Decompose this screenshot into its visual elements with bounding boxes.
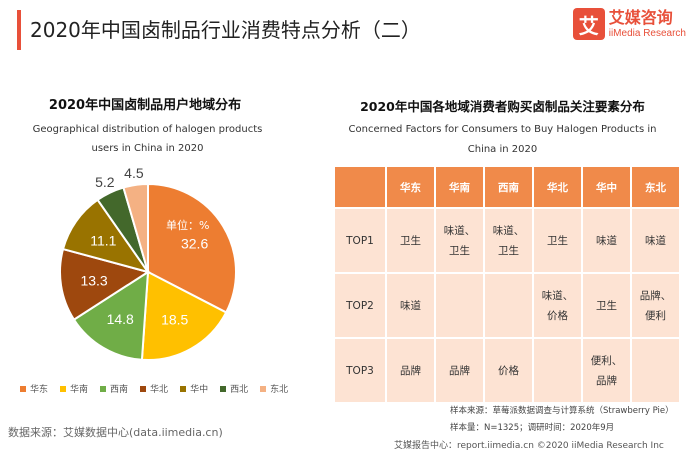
table-column-header: 西南	[485, 167, 532, 207]
legend-item-1: 华南	[60, 382, 88, 395]
pie-chart: 32.6 18.5 14.8 13.3 11.1 5.2 4.5 单位：%	[59, 165, 237, 361]
pie-data-label-4: 11.1	[90, 233, 116, 249]
legend-item-5: 西北	[220, 382, 248, 395]
table-row-label: TOP3	[335, 339, 385, 402]
legend-label: 华中	[190, 385, 209, 395]
table-row: TOP3 品牌 品牌 价格 便利、 品牌	[335, 339, 679, 402]
table-cell: 品牌	[436, 339, 483, 402]
table-cell: 卫生	[583, 274, 630, 337]
legend-label: 华北	[150, 385, 169, 395]
table-cell: 品牌、 便利	[632, 274, 679, 337]
legend-label: 华东	[30, 385, 49, 395]
pie-unit-label: 单位：%	[166, 218, 209, 232]
pie-data-label-3: 13.3	[80, 272, 107, 288]
legend-item-4: 华中	[180, 382, 208, 395]
table-cell	[632, 339, 679, 402]
factors-table: 华东 华南 西南 华北 华中 东北 TOP1 卫生 味道、 卫生 味道、 卫生 卫生 味道 味道 TOP2 味…	[333, 165, 681, 404]
page-title: 2020年中国卤制品行业消费特点分析（二）	[30, 18, 421, 42]
legend-swatch	[180, 385, 187, 392]
title-accent-bar	[17, 10, 21, 50]
pie-data-label-0: 32.6	[181, 236, 208, 252]
table-cell	[534, 339, 581, 402]
legend-item-3: 华北	[140, 382, 168, 395]
table-cell: 味道	[583, 209, 630, 272]
table-cell: 卫生	[387, 209, 434, 272]
pie-slice-1	[140, 270, 228, 361]
data-source-note: 数据来源：艾媒数据中心(data.iimedia.cn)	[8, 426, 223, 439]
table-cell: 味道、 卫生	[436, 209, 483, 272]
table-column-header: 华北	[534, 167, 581, 207]
table-cell: 味道	[632, 209, 679, 272]
table-column-header: 华中	[583, 167, 630, 207]
legend-label: 西南	[110, 385, 129, 395]
sample-source: 样本来源：草莓派数据调查与计算系统（Strawberry Pie）	[450, 406, 674, 416]
pie-data-label-5: 5.2	[95, 174, 115, 190]
table-header-row: 华东 华南 西南 华北 华中 东北	[335, 167, 679, 207]
table-subtitle-line1: Concerned Factors for Consumers to Buy H…	[348, 124, 657, 135]
legend-swatch	[260, 385, 267, 392]
table-row: TOP1 卫生 味道、 卫生 味道、 卫生 卫生 味道 味道	[335, 209, 679, 272]
legend-item-2: 西南	[100, 382, 128, 395]
pie-slice-0	[147, 182, 237, 314]
legend-swatch	[140, 385, 147, 392]
table-cell	[485, 274, 532, 337]
legend-swatch	[220, 385, 227, 392]
table-subtitle: Concerned Factors for Consumers to Buy H…	[315, 120, 690, 160]
table-cell: 味道、 卫生	[485, 209, 532, 272]
brand-name-cn: 艾媒咨询	[608, 7, 673, 27]
table-row: TOP2 味道 味道、 价格 卫生 品牌、 便利	[335, 274, 679, 337]
legend-item-6: 东北	[260, 382, 288, 395]
table-column-header: 东北	[632, 167, 679, 207]
legend-swatch	[60, 385, 67, 392]
table-column-header: 华东	[387, 167, 434, 207]
table-cell: 卫生	[534, 209, 581, 272]
table-cell: 品牌	[387, 339, 434, 402]
table-cell: 价格	[485, 339, 532, 402]
table-cell: 味道、 价格	[534, 274, 581, 337]
pie-data-label-6: 4.5	[124, 165, 144, 181]
footer-credit: 艾媒报告中心：report.iimedia.cn ©2020 iiMedia R…	[394, 441, 664, 451]
sample-size: 样本量：N=1325；调研时间：2020年9月	[450, 423, 615, 433]
legend-swatch	[20, 385, 26, 392]
table-cell	[436, 274, 483, 337]
legend-label: 华南	[70, 385, 89, 395]
brand-logo: 艾 艾媒咨询 iiMedia Research	[572, 7, 686, 40]
pie-chart-subtitle: Geographical distribution of halogen pro…	[0, 120, 295, 158]
pie-chart-title: 2020年中国卤制品用户地域分布	[48, 98, 242, 113]
table-title: 2020年中国各地域消费者购买卤制品关注要素分布	[360, 99, 645, 114]
table-cell: 便利、 品牌	[583, 339, 630, 402]
table-subtitle-line2: China in 2020	[467, 144, 538, 155]
legend-swatch	[100, 385, 107, 392]
pie-slice-2	[72, 270, 150, 361]
pie-subtitle-line1: Geographical distribution of halogen pro…	[32, 124, 263, 135]
pie-legend: 华东 华南 西南 华北 华中 西北 东北	[20, 382, 300, 395]
legend-item-0: 华东	[20, 382, 48, 395]
table-column-header: 华南	[436, 167, 483, 207]
table-row-label: TOP2	[335, 274, 385, 337]
brand-logo-icon: 艾	[572, 8, 605, 40]
table-cell: 味道	[387, 274, 434, 337]
pie-data-label-2: 14.8	[107, 311, 134, 327]
brand-name-en: iiMedia Research	[608, 27, 686, 39]
pie-subtitle-line2: users in China in 2020	[91, 143, 204, 154]
pie-data-label-1: 18.5	[161, 312, 188, 328]
pie-slice-6	[122, 182, 149, 273]
legend-label: 东北	[270, 385, 289, 395]
table-corner-cell	[335, 167, 385, 207]
table-row-label: TOP1	[335, 209, 385, 272]
legend-label: 西北	[230, 385, 249, 395]
